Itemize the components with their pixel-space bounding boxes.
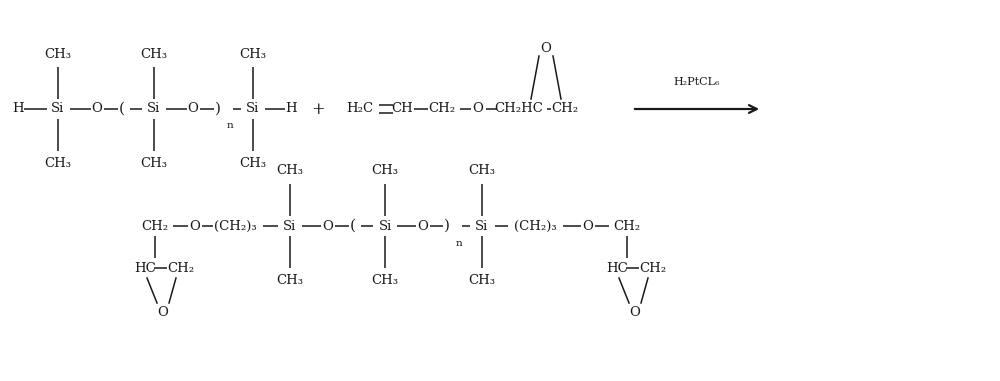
Text: CH₂: CH₂ [613, 219, 641, 232]
Text: CH₃: CH₃ [276, 165, 304, 178]
Text: CH₂: CH₂ [428, 102, 456, 115]
Text: O: O [583, 219, 593, 232]
Text: +: + [311, 101, 325, 117]
Text: Si: Si [51, 102, 65, 115]
Text: CH₂HC: CH₂HC [495, 102, 543, 115]
Text: Si: Si [475, 219, 489, 232]
Text: n: n [456, 239, 462, 248]
Text: CH₂: CH₂ [639, 261, 667, 274]
Text: O: O [473, 102, 483, 115]
Text: (CH₂)₃: (CH₂)₃ [514, 219, 556, 232]
Text: HC: HC [606, 261, 628, 274]
Text: O: O [418, 219, 428, 232]
Text: CH₃: CH₃ [140, 157, 168, 171]
Text: Si: Si [147, 102, 161, 115]
Text: O: O [190, 219, 200, 232]
Text: Si: Si [378, 219, 392, 232]
Text: H₂PtCL₆: H₂PtCL₆ [674, 77, 720, 87]
Text: O: O [158, 306, 168, 319]
Text: CH₃: CH₃ [239, 48, 266, 61]
Text: CH₃: CH₃ [44, 157, 72, 171]
Text: CH: CH [391, 102, 413, 115]
Text: H: H [285, 102, 297, 115]
Text: CH₃: CH₃ [140, 48, 168, 61]
Text: H: H [12, 102, 24, 115]
Text: Si: Si [246, 102, 260, 115]
Text: (: ( [350, 219, 356, 233]
Text: HC: HC [134, 261, 156, 274]
Text: O: O [323, 219, 333, 232]
Text: CH₃: CH₃ [44, 48, 72, 61]
Text: O: O [630, 306, 640, 319]
Text: O: O [92, 102, 102, 115]
Text: CH₂: CH₂ [167, 261, 195, 274]
Text: CH₃: CH₃ [239, 157, 266, 171]
Text: (CH₂)₃: (CH₂)₃ [214, 219, 256, 232]
Text: CH₃: CH₃ [372, 274, 398, 288]
Text: CH₃: CH₃ [372, 165, 398, 178]
Text: CH₂: CH₂ [141, 219, 169, 232]
Text: (: ( [119, 102, 125, 116]
Text: O: O [188, 102, 198, 115]
Text: CH₂: CH₂ [551, 102, 579, 115]
Text: ): ) [215, 102, 221, 116]
Text: ): ) [444, 219, 450, 233]
Text: CH₃: CH₃ [468, 165, 496, 178]
Text: O: O [541, 43, 551, 56]
Text: H₂C: H₂C [346, 102, 374, 115]
Text: CH₃: CH₃ [468, 274, 496, 288]
Text: CH₃: CH₃ [276, 274, 304, 288]
Text: n: n [227, 122, 233, 131]
Text: Si: Si [283, 219, 297, 232]
